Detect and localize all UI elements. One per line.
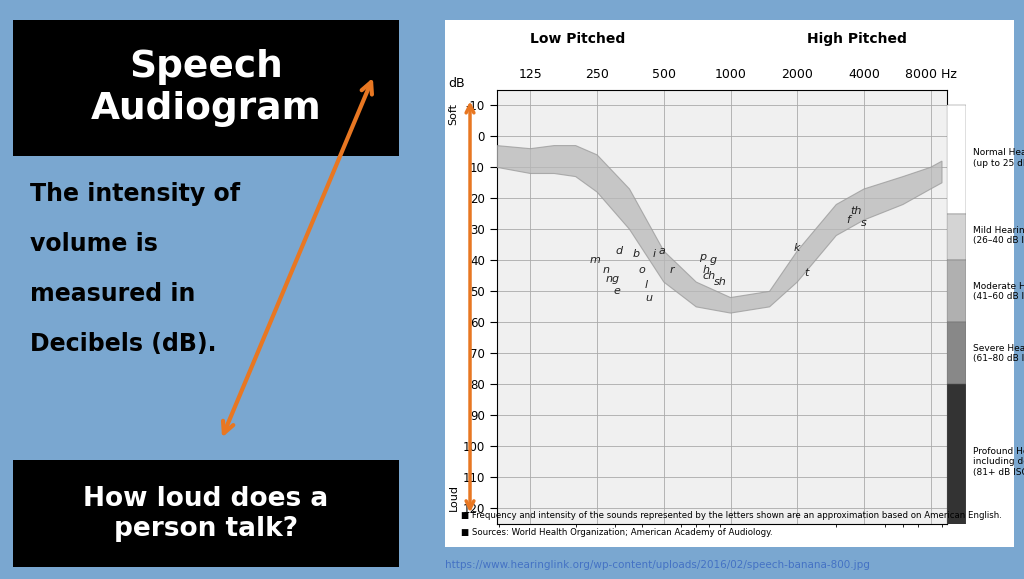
Text: ng: ng: [606, 274, 621, 284]
Text: How loud does a
person talk?: How loud does a person talk?: [84, 486, 329, 541]
Text: Low Pitched: Low Pitched: [530, 32, 626, 46]
Text: a: a: [658, 246, 666, 256]
Text: u: u: [646, 292, 653, 303]
Text: sh: sh: [714, 277, 727, 287]
Text: Soft: Soft: [449, 103, 459, 124]
Bar: [947, 323, 966, 384]
Bar: [12, 460, 399, 567]
Text: ■ Sources: World Health Organization; American Academy of Audiology.: ■ Sources: World Health Organization; Am…: [461, 527, 773, 537]
Text: 2000: 2000: [781, 68, 813, 81]
Text: n: n: [603, 265, 610, 274]
Text: 8000 Hz: 8000 Hz: [905, 68, 956, 81]
Text: l: l: [645, 280, 648, 290]
Text: d: d: [615, 246, 623, 256]
Text: th: th: [851, 206, 862, 216]
Text: The intensity of

volume is

measured in

Decibels (dB).: The intensity of volume is measured in D…: [30, 182, 240, 356]
Text: g: g: [710, 255, 717, 265]
Bar: [12, 20, 399, 156]
Text: ■ Frequency and intensity of the sounds represented by the letters shown are an : ■ Frequency and intensity of the sounds …: [461, 511, 1002, 521]
Text: e: e: [613, 287, 621, 296]
Text: p: p: [698, 252, 706, 262]
Text: Normal Hearing
(up to 25 dB ISO): Normal Hearing (up to 25 dB ISO): [973, 148, 1024, 168]
Text: Profound Hearing Loss
including deafness
(81+ dB ISO): Profound Hearing Loss including deafness…: [973, 447, 1024, 477]
Text: https://www.hearinglink.org/wp-content/uploads/2016/02/speech-banana-800.jpg: https://www.hearinglink.org/wp-content/u…: [445, 560, 870, 570]
Text: 250: 250: [585, 68, 609, 81]
Text: High Pitched: High Pitched: [807, 32, 907, 46]
Text: Speech
Audiogram: Speech Audiogram: [91, 49, 322, 127]
Text: k: k: [794, 243, 801, 253]
Text: Loud: Loud: [449, 484, 459, 511]
Polygon shape: [497, 145, 942, 313]
Text: 1000: 1000: [715, 68, 746, 81]
Bar: [947, 105, 966, 214]
Text: o: o: [639, 265, 645, 274]
Text: Severe Hearing Loss
(61–80 dB ISO): Severe Hearing Loss (61–80 dB ISO): [973, 344, 1024, 363]
Text: f: f: [847, 215, 850, 225]
Text: t: t: [804, 267, 809, 278]
Text: 500: 500: [652, 68, 676, 81]
Text: s: s: [861, 218, 867, 228]
Text: h: h: [702, 265, 710, 274]
Text: i: i: [652, 249, 655, 259]
Text: Mild Hearing Loss
(26–40 dB ISO): Mild Hearing Loss (26–40 dB ISO): [973, 226, 1024, 245]
Bar: [947, 214, 966, 261]
Bar: [947, 384, 966, 540]
Text: Moderate Hearing Loss
(41–60 dB ISO): Moderate Hearing Loss (41–60 dB ISO): [973, 281, 1024, 301]
Text: r: r: [670, 265, 675, 274]
Text: m: m: [590, 255, 601, 265]
Text: 4000: 4000: [848, 68, 880, 81]
Text: b: b: [633, 249, 640, 259]
Text: dB: dB: [447, 77, 465, 90]
Bar: [947, 261, 966, 323]
Text: ch: ch: [702, 271, 716, 281]
Text: 125: 125: [518, 68, 543, 81]
